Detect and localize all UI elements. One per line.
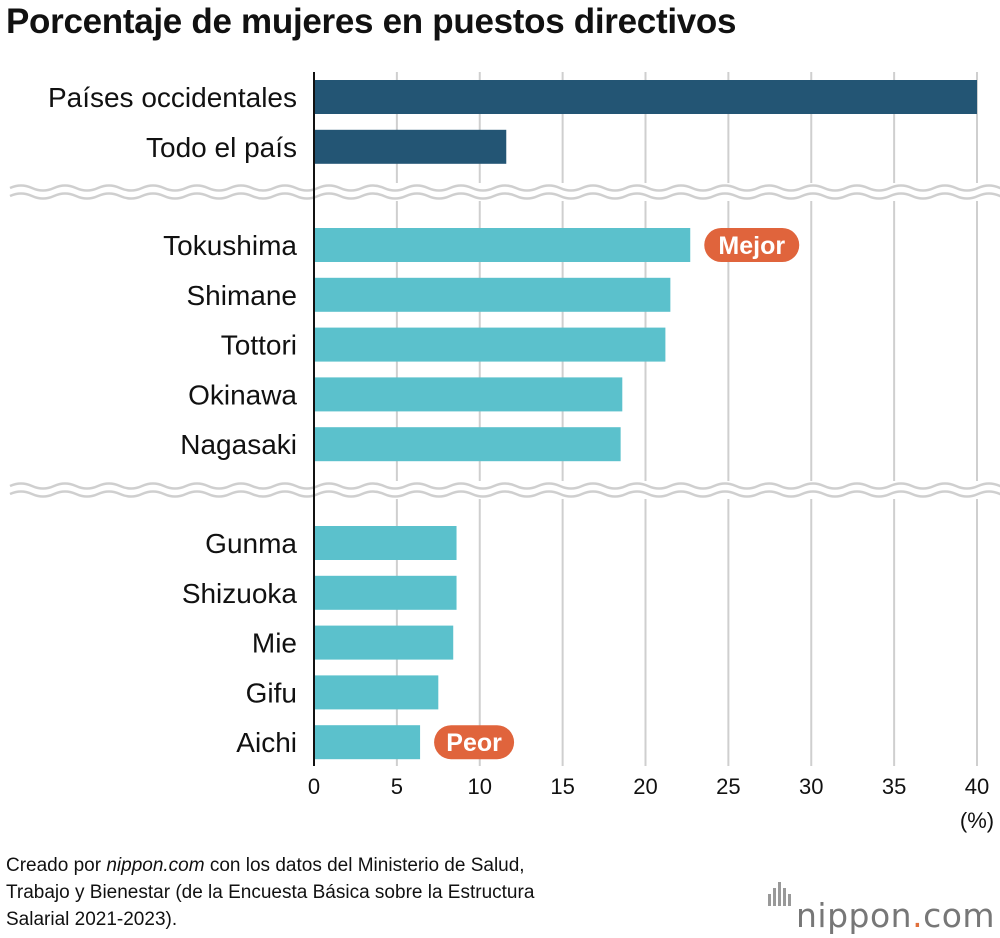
category-label: Todo el país — [146, 132, 297, 163]
bar — [314, 625, 454, 660]
badge — [434, 725, 515, 760]
x-tick-label: 5 — [391, 774, 403, 799]
source-line-2: Trabajo y Bienestar (de la Encuesta Bási… — [6, 882, 535, 903]
badge-label: Peor — [446, 729, 502, 757]
x-tick-label: 40 — [965, 774, 989, 799]
logo-wordmark: nippon.com — [796, 896, 996, 935]
x-unit-label: (%) — [960, 808, 994, 833]
x-tick-label: 30 — [799, 774, 823, 799]
bar — [314, 427, 621, 462]
category-label: Aichi — [236, 727, 297, 758]
category-label: Países occidentales — [48, 82, 297, 113]
x-tick-label: 25 — [716, 774, 740, 799]
badge — [704, 228, 800, 262]
category-label: Tottori — [221, 330, 297, 361]
category-label: Gunma — [205, 528, 297, 559]
category-label: Tokushima — [163, 230, 297, 261]
bar — [314, 377, 623, 412]
badge-label: Mejor — [718, 232, 785, 260]
bar — [314, 575, 457, 610]
bar — [314, 228, 691, 262]
x-tick-label: 20 — [633, 774, 657, 799]
x-tick-label: 10 — [468, 774, 492, 799]
axis-break-line — [9, 184, 1000, 192]
axis-break-line — [9, 192, 1000, 200]
bar — [314, 725, 421, 760]
bar — [314, 675, 439, 710]
category-label: Okinawa — [188, 379, 297, 410]
category-label: Nagasaki — [180, 429, 297, 460]
category-label: Shimane — [186, 280, 297, 311]
chart-title: Porcentaje de mujeres en puestos directi… — [6, 2, 737, 41]
bar — [314, 526, 457, 560]
source-line-1: Creado por nippon.com con los datos del … — [6, 852, 534, 879]
bar-chart: Países occidentales Todo el país Tokushima… — [9, 72, 1000, 833]
source-note: Creado por nippon.com con los datos del … — [6, 852, 534, 933]
axis-break-line — [9, 482, 1000, 490]
category-label: Shizuoka — [182, 578, 298, 609]
category-label: Gifu — [246, 677, 297, 708]
x-tick-label: 15 — [550, 774, 574, 799]
axis-break-line — [9, 490, 1000, 498]
source-prefix: Creado por — [6, 855, 107, 876]
nippon-logo: nippon.com — [768, 882, 996, 935]
source-line-3: Salarial 2021-2023). — [6, 909, 178, 930]
bar — [314, 129, 507, 164]
bar — [314, 277, 671, 312]
source-site: nippon.com — [106, 855, 205, 876]
bar — [314, 327, 666, 362]
category-label: Mie — [252, 628, 297, 659]
bar — [314, 80, 977, 114]
source-suffix: con los datos del Ministerio de Salud, — [204, 855, 525, 876]
x-tick-label: 35 — [882, 774, 906, 799]
x-tick-label: 0 — [308, 774, 320, 799]
